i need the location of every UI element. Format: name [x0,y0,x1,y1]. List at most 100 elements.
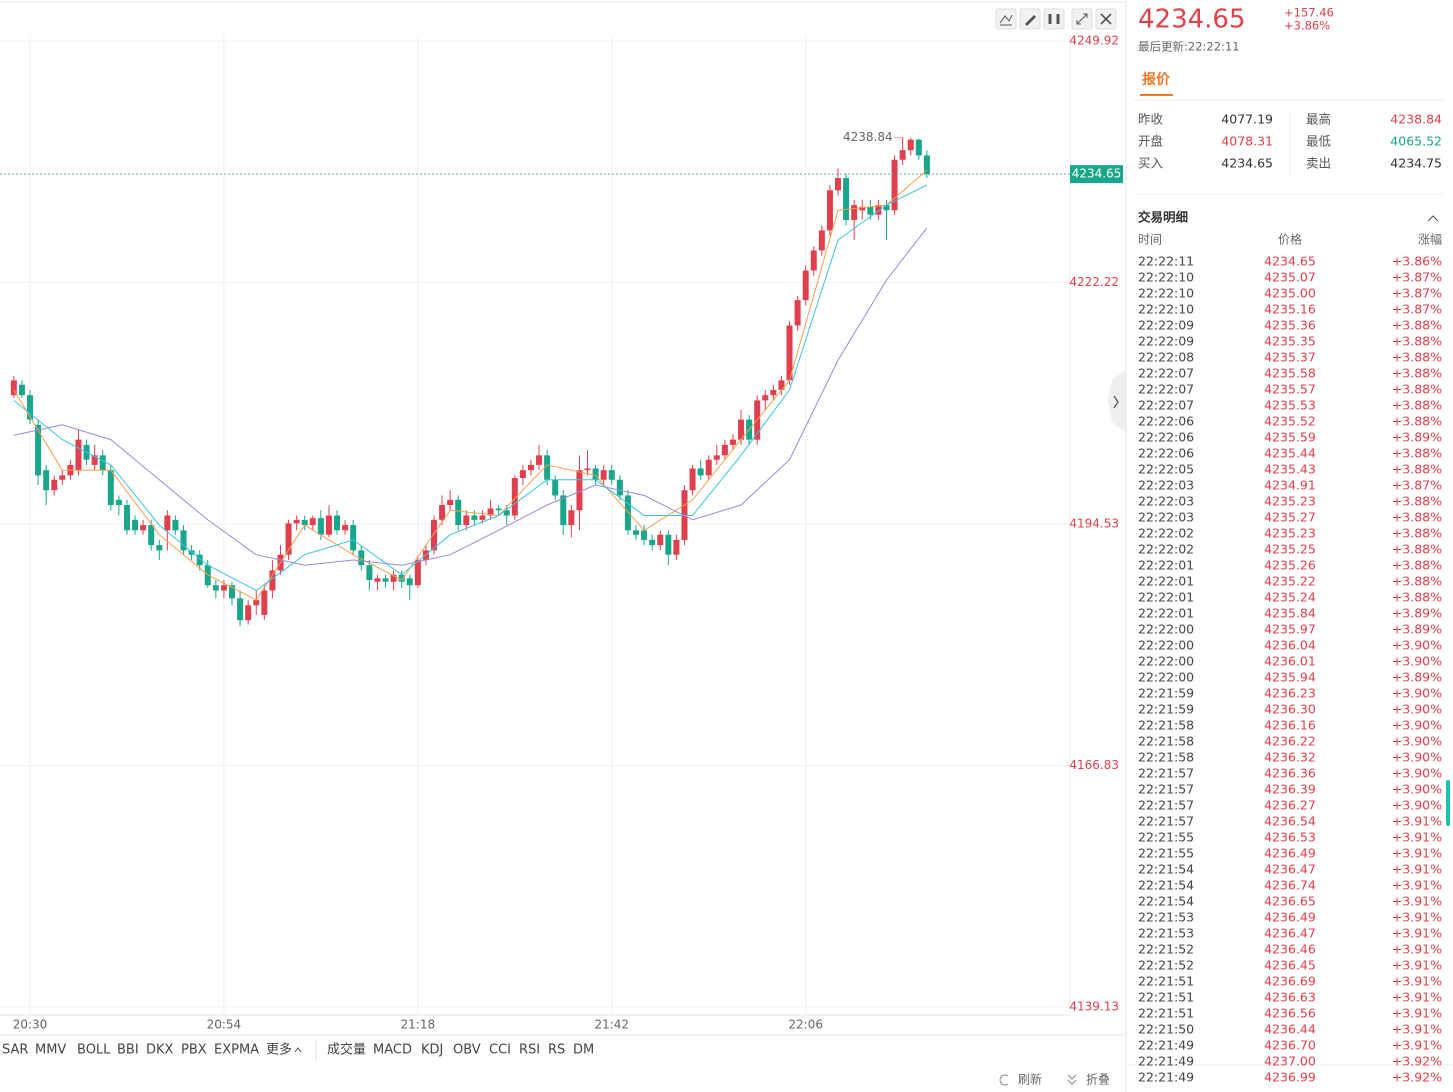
indicator-button[interactable]: SAR [2,1043,28,1058]
indicator-button[interactable]: RS [548,1043,565,1058]
candle-body [544,455,551,480]
trade-change: +3.90% [1392,638,1442,653]
candle-body [455,499,462,526]
candle-body [705,459,712,476]
candle-body [891,159,898,211]
refresh-button[interactable]: 刷新 [1018,1072,1042,1087]
expand-handle[interactable] [1108,370,1125,432]
candle-body [51,479,58,491]
candle-body [188,550,195,555]
trade-change: +3.88% [1392,542,1442,557]
trade-change: +3.88% [1392,334,1442,349]
trade-time: 22:21:59 [1138,702,1194,717]
trade-price: 4236.70 [1264,1038,1316,1053]
indicator-button[interactable]: DKX [146,1043,174,1058]
trade-price: 4236.74 [1264,878,1316,893]
trade-price: 4235.36 [1264,318,1316,333]
price: 4234.65 [1138,5,1246,35]
tool-button[interactable] [995,8,1017,30]
indicator-button[interactable]: 成交量 [327,1042,366,1058]
trade-time: 22:22:03 [1138,478,1194,493]
trade-time: 22:21:57 [1138,814,1194,829]
quote-value: 4077.19 [1221,112,1273,127]
indicator-button[interactable]: KDJ [421,1043,443,1058]
candle-body [334,515,341,531]
candle-body [915,139,922,156]
candle-body [624,495,631,531]
candle-body [132,519,139,531]
candle-body [762,395,769,401]
candle-body [487,508,494,516]
indicator-button[interactable]: CCI [489,1043,511,1058]
candle-body [584,468,591,471]
trade-price: 4234.65 [1264,254,1316,269]
candle-body [439,505,446,520]
candle-body [293,519,300,524]
trade-price: 4234.91 [1264,478,1316,493]
last-price-label: 4234.65 [1072,167,1122,181]
indicator-button[interactable]: MMV [35,1043,66,1058]
x-tick-label: 20:54 [207,1018,242,1032]
scrollbar[interactable] [1446,780,1450,826]
trade-time: 22:21:55 [1138,830,1194,845]
x-tick-label: 21:42 [594,1018,629,1032]
candle-body [10,380,17,396]
candle-body [713,455,720,460]
trade-price: 4236.49 [1264,910,1316,925]
trade-change: +3.91% [1392,958,1442,973]
tool-button[interactable] [1043,8,1065,30]
candle-body [576,470,583,511]
y-tick-label: 4139.13 [1069,1000,1119,1014]
candle-body [665,534,672,555]
candle-body [342,525,349,531]
indicator-button[interactable]: BBI [117,1043,139,1058]
candle-body [358,550,365,566]
trade-price: 4236.49 [1264,846,1316,861]
trade-price: 4236.45 [1264,958,1316,973]
indicator-button[interactable]: 更多 [266,1042,292,1058]
candle-body [398,574,405,582]
trade-price: 4235.35 [1264,334,1316,349]
trade-price: 4236.65 [1264,894,1316,909]
tab[interactable]: 报价 [1142,72,1171,88]
trade-price: 4235.43 [1264,462,1316,477]
quote-value: 4078.31 [1221,134,1273,149]
trade-change: +3.89% [1392,430,1442,445]
indicator-button[interactable]: EXPMA [214,1043,259,1058]
candle-body [875,205,882,215]
candle-body [325,515,332,535]
trade-change: +3.88% [1392,590,1442,605]
candle-body [851,205,858,220]
trade-change: +3.87% [1392,286,1442,301]
trade-change: +3.90% [1392,718,1442,733]
trade-time: 22:21:50 [1138,1022,1194,1037]
trade-price: 4235.22 [1264,574,1316,589]
indicator-button[interactable]: DM [573,1043,594,1058]
trade-price: 4235.24 [1264,590,1316,605]
trade-price: 4236.36 [1264,766,1316,781]
trade-change: +3.88% [1392,494,1442,509]
candle-body [27,395,33,420]
trade-change: +3.90% [1392,654,1442,669]
indicator-button[interactable]: MACD [373,1043,412,1058]
trade-time: 22:21:59 [1138,686,1194,701]
trade-price: 4235.44 [1264,446,1316,461]
candle-body [317,518,324,535]
trade-price: 4236.16 [1264,718,1316,733]
candle-body [568,510,575,526]
trade-change: +3.91% [1392,926,1442,941]
candle-body [560,495,567,526]
chart-tools[interactable] [995,8,1117,30]
collapse-button[interactable]: 折叠 [1086,1072,1110,1087]
candle-body [471,515,478,520]
candle-body [633,530,639,535]
indicator-button[interactable]: RSI [519,1043,540,1058]
indicator-button[interactable]: PBX [181,1043,207,1058]
collapse-icon[interactable] [1427,215,1439,222]
candle-body [196,554,203,566]
indicator-button[interactable]: OBV [453,1043,481,1058]
indicator-button[interactable]: BOLL [77,1043,111,1058]
trade-price: 4236.46 [1264,942,1316,957]
candle-body [220,585,227,591]
